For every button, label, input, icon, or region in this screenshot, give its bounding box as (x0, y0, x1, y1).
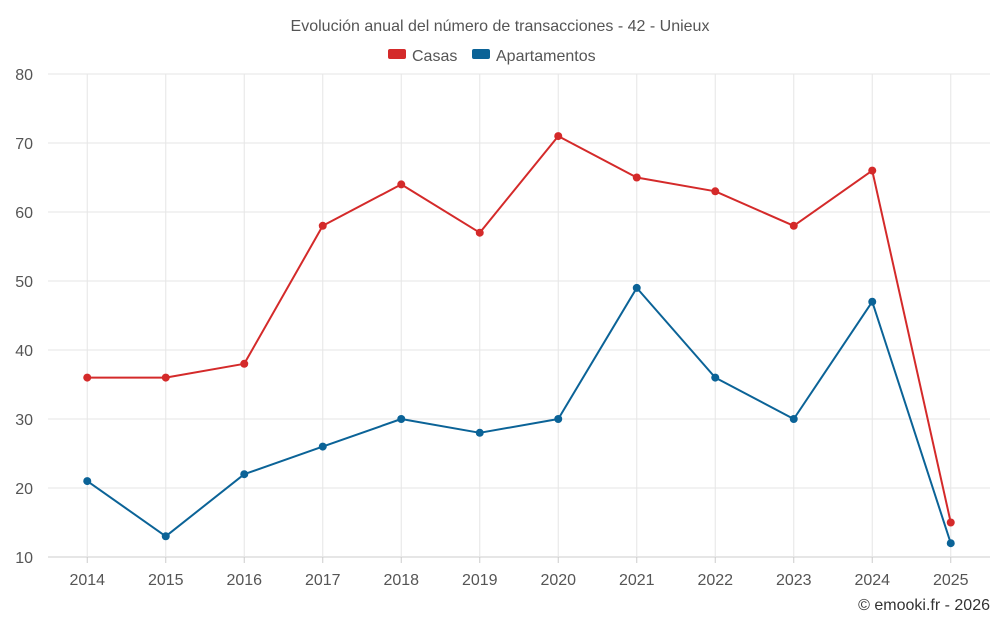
data-point-apartamentos[interactable] (161, 532, 170, 541)
data-point-casas[interactable] (632, 173, 641, 182)
data-point-casas[interactable] (711, 187, 720, 196)
x-tick-label: 2016 (226, 572, 262, 589)
data-point-apartamentos[interactable] (711, 373, 720, 382)
x-tick-label: 2023 (776, 572, 812, 589)
data-point-apartamentos[interactable] (83, 477, 92, 486)
data-point-casas[interactable] (161, 373, 170, 382)
data-point-casas[interactable] (318, 221, 327, 230)
x-tick-label: 2015 (148, 572, 184, 589)
y-tick-label: 60 (15, 205, 33, 222)
y-tick-label: 20 (15, 481, 33, 498)
data-point-apartamentos[interactable] (868, 297, 877, 306)
y-axis-ticks: 10 20 30 40 50 60 70 80 (15, 67, 33, 567)
y-tick-label: 10 (15, 550, 33, 567)
x-tick-label: 2025 (933, 572, 969, 589)
legend-label-apartamentos: Apartamentos (496, 48, 596, 65)
chart-title: Evolución anual del número de transaccio… (291, 18, 710, 35)
x-axis-ticks: 2014 2015 2016 2017 2018 2019 2020 2021 2022 2023… (69, 557, 969, 589)
legend-label-casas: Casas (412, 48, 457, 65)
x-tick-label: 2018 (383, 572, 419, 589)
x-tick-label: 2022 (697, 572, 733, 589)
data-point-apartamentos[interactable] (554, 415, 563, 423)
data-point-apartamentos[interactable] (475, 428, 484, 437)
data-point-casas[interactable] (554, 132, 563, 141)
data-point-casas[interactable] (789, 221, 798, 230)
data-point-casas[interactable] (475, 228, 484, 237)
data-point-casas[interactable] (397, 180, 406, 189)
legend-item-apartamentos[interactable]: Apartamentos (472, 48, 596, 65)
series-layer (83, 132, 955, 548)
series-line-apartamentos (86, 286, 952, 544)
data-point-apartamentos[interactable] (240, 470, 249, 479)
data-point-apartamentos[interactable] (397, 415, 406, 423)
x-tick-label: 2017 (305, 572, 341, 589)
legend-swatch-casas (388, 49, 406, 59)
y-tick-label: 80 (15, 67, 33, 84)
data-point-casas[interactable] (868, 166, 877, 175)
data-point-apartamentos[interactable] (946, 539, 955, 548)
x-tick-label: 2019 (462, 572, 498, 589)
x-tick-label: 2024 (854, 572, 890, 589)
y-tick-label: 50 (15, 274, 33, 291)
series-line-casas (87, 135, 952, 523)
credit-text: © emooki.fr - 2026 (858, 597, 990, 614)
y-tick-label: 40 (15, 343, 33, 360)
y-tick-label: 70 (15, 136, 33, 153)
data-point-casas[interactable] (83, 373, 92, 382)
data-point-apartamentos[interactable] (318, 442, 327, 451)
data-point-casas[interactable] (240, 359, 249, 368)
legend: Casas Apartamentos (388, 48, 596, 65)
data-point-casas[interactable] (946, 518, 955, 527)
x-tick-label: 2014 (69, 572, 105, 589)
x-tick-label: 2020 (540, 572, 576, 589)
legend-item-casas[interactable]: Casas (388, 48, 457, 65)
grid (48, 73, 990, 558)
data-point-apartamentos[interactable] (632, 283, 641, 292)
legend-swatch-apartamentos (472, 49, 490, 59)
data-point-apartamentos[interactable] (789, 415, 798, 423)
y-tick-label: 30 (15, 412, 33, 429)
x-tick-label: 2021 (619, 572, 655, 589)
